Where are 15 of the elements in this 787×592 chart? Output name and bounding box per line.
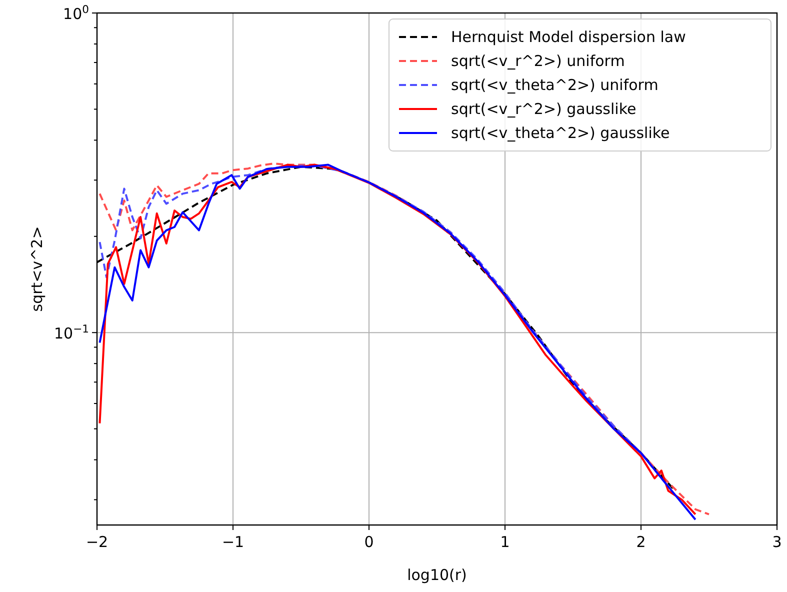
x-tick-label: −1 <box>222 533 244 551</box>
legend-label: sqrt(<v_r^2>) uniform <box>451 52 625 70</box>
legend-label: Hernquist Model dispersion law <box>451 28 686 46</box>
x-tick-label: 2 <box>636 533 646 551</box>
y-tick-label: 10$^{−1}$ <box>54 322 89 343</box>
legend-label: sqrt(<v_r^2>) gausslike <box>451 100 636 118</box>
x-tick-label: 1 <box>500 533 510 551</box>
x-tick-label: 0 <box>364 533 374 551</box>
x-tick-label: −2 <box>86 533 108 551</box>
y-tick-label: 10$^{0}$ <box>63 2 90 23</box>
legend-label: sqrt(<v_theta^2>) gausslike <box>451 124 670 142</box>
y-axis-title: sqrt<v^2> <box>28 226 46 312</box>
legend-label: sqrt(<v_theta^2>) uniform <box>451 76 658 94</box>
x-axis-title: log10(r) <box>407 566 467 584</box>
x-tick-label: 3 <box>772 533 782 551</box>
